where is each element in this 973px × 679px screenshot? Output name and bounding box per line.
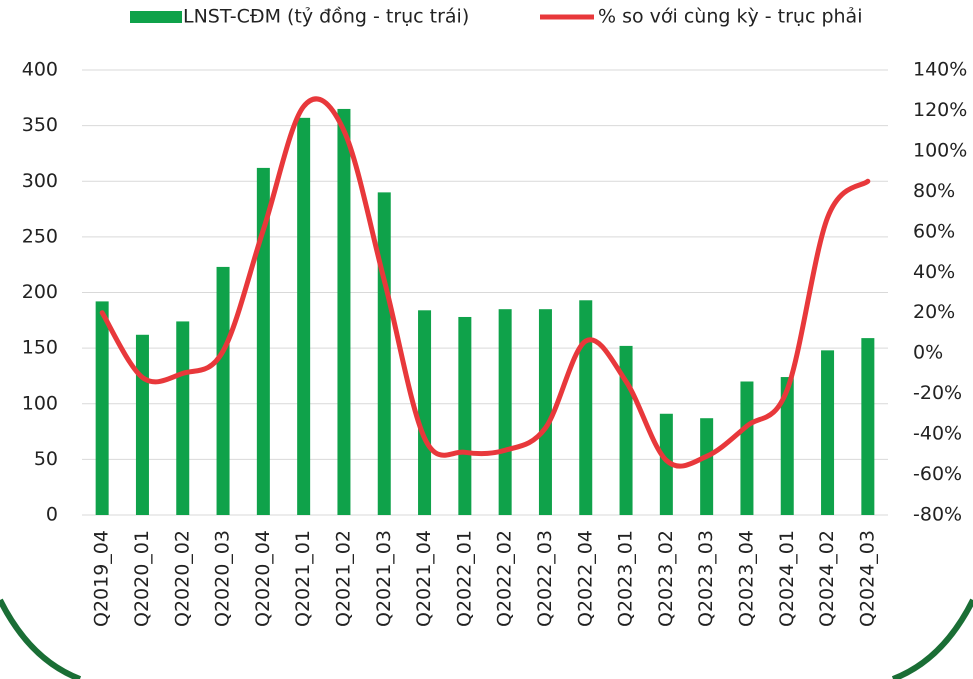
x-tick-label: Q2024_01 xyxy=(776,530,798,627)
y-tick-label: 0 xyxy=(46,504,58,526)
bar xyxy=(297,117,311,516)
x-tick-label: Q2021_03 xyxy=(373,530,395,627)
frame-corner xyxy=(0,598,82,679)
bar xyxy=(740,381,754,515)
y-tick-label: 300 xyxy=(22,170,58,192)
x-tick-label: Q2022_01 xyxy=(453,530,475,627)
y2-tick-label: 20% xyxy=(913,301,955,323)
bar xyxy=(135,334,149,515)
x-tick-label: Q2020_03 xyxy=(212,530,234,627)
y2-tick-label: -40% xyxy=(913,423,962,445)
y-tick-label: 150 xyxy=(22,337,58,359)
y2-tick-label: 80% xyxy=(913,180,955,202)
y-tick-label: 50 xyxy=(34,448,58,470)
bar xyxy=(418,310,432,515)
y-tick-label: 250 xyxy=(22,225,58,247)
x-tick-label: Q2021_02 xyxy=(332,530,354,627)
bar xyxy=(659,413,673,515)
bar xyxy=(216,266,230,515)
bar xyxy=(337,108,351,515)
x-tick-label: Q2024_02 xyxy=(816,530,838,627)
bar xyxy=(579,300,593,515)
bar xyxy=(458,316,472,515)
y-tick-label: 200 xyxy=(22,281,58,303)
y-tick-label: 100 xyxy=(22,392,58,414)
legend-label: % so với cùng kỳ - trục phải xyxy=(598,6,862,28)
y2-tick-label: -20% xyxy=(913,382,962,404)
x-tick-label: Q2020_01 xyxy=(131,530,153,627)
x-tick-label: Q2022_04 xyxy=(574,530,596,627)
x-tick-label: Q2023_04 xyxy=(735,530,757,627)
x-tick-label: Q2021_04 xyxy=(413,530,435,627)
x-tick-label: Q2023_02 xyxy=(655,530,677,627)
y2-tick-label: -60% xyxy=(913,463,962,485)
bar xyxy=(498,309,512,515)
bar xyxy=(700,418,714,515)
y-tick-label: 350 xyxy=(22,114,58,136)
y2-tick-label: 120% xyxy=(913,99,967,121)
x-tick-label: Q2024_03 xyxy=(856,530,878,627)
x-tick-label: Q2023_03 xyxy=(695,530,717,627)
bar xyxy=(780,377,794,515)
bar xyxy=(538,309,552,515)
x-tick-label: Q2019_04 xyxy=(91,530,113,627)
y2-tick-label: 60% xyxy=(913,220,955,242)
y2-tick-label: 140% xyxy=(913,59,967,81)
line xyxy=(99,96,871,469)
legend-swatch xyxy=(130,11,182,23)
x-tick-label: Q2022_02 xyxy=(494,530,516,627)
y-tick-label: 400 xyxy=(22,59,58,81)
x-tick-label: Q2022_03 xyxy=(534,530,556,627)
frame-corner xyxy=(891,598,973,679)
bar xyxy=(256,167,270,515)
bar xyxy=(176,321,190,515)
bar xyxy=(95,301,109,515)
y2-tick-label: 100% xyxy=(913,139,967,161)
y2-tick-label: 0% xyxy=(913,342,943,364)
legend-label: LNST-CĐM (tỷ đồng - trục trái) xyxy=(183,6,469,28)
x-tick-label: Q2021_01 xyxy=(292,530,314,627)
bar xyxy=(821,350,835,515)
y2-tick-label: -80% xyxy=(913,504,962,526)
y2-tick-label: 40% xyxy=(913,261,955,283)
bar xyxy=(861,338,875,515)
x-tick-label: Q2020_04 xyxy=(252,530,274,627)
x-tick-label: Q2020_02 xyxy=(171,530,193,627)
x-tick-label: Q2023_01 xyxy=(615,530,637,627)
bar xyxy=(377,192,391,515)
